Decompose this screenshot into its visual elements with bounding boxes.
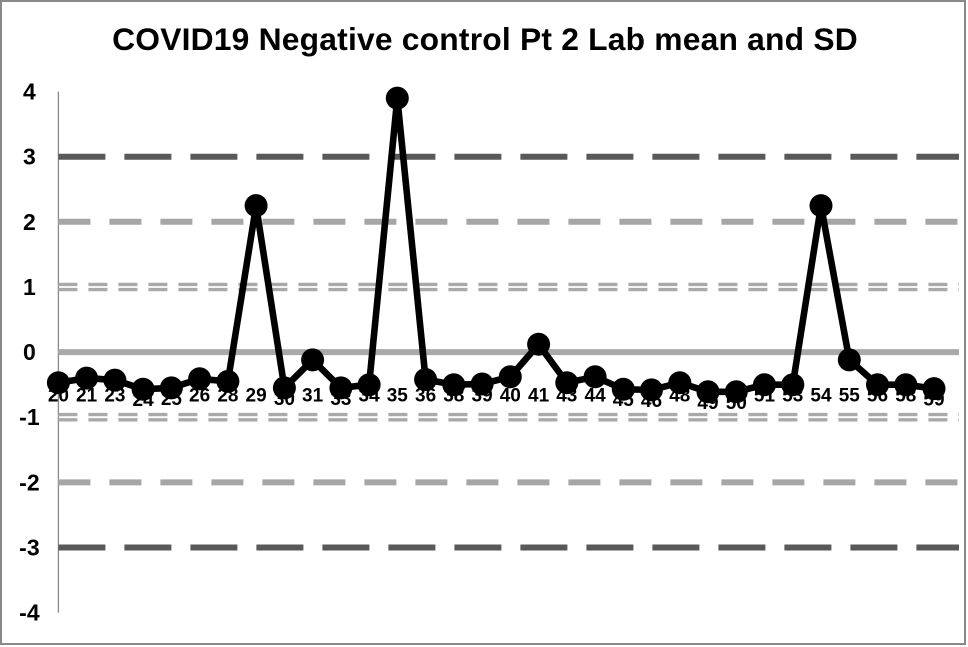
svg-text:4: 4 <box>23 79 36 105</box>
svg-text:54: 54 <box>810 386 832 407</box>
svg-text:1: 1 <box>23 274 36 300</box>
svg-text:35: 35 <box>387 386 409 407</box>
svg-text:-1: -1 <box>19 404 40 430</box>
svg-text:31: 31 <box>302 386 324 407</box>
svg-text:-2: -2 <box>19 469 39 495</box>
svg-text:55: 55 <box>839 386 861 407</box>
svg-text:-3: -3 <box>19 535 39 561</box>
svg-text:41: 41 <box>528 386 550 407</box>
svg-text:0: 0 <box>23 339 36 365</box>
svg-text:3: 3 <box>23 144 36 170</box>
svg-text:2: 2 <box>23 209 36 235</box>
svg-text:40: 40 <box>500 386 521 407</box>
svg-text:29: 29 <box>246 386 267 407</box>
svg-text:44: 44 <box>585 386 607 407</box>
svg-text:-4: -4 <box>19 600 40 626</box>
